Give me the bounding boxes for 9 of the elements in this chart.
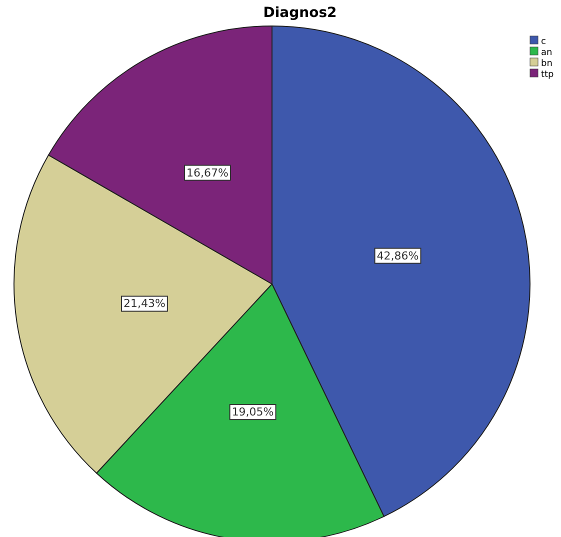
legend-label: an	[541, 48, 552, 58]
legend-label: bn	[541, 59, 552, 69]
legend-label: c	[541, 37, 546, 47]
data-label: 21,43%	[123, 297, 166, 310]
legend-label: ttp	[541, 70, 554, 80]
data-label: 42,86%	[376, 249, 419, 262]
data-label: 19,05%	[232, 406, 274, 419]
data-label: 16,67%	[186, 166, 228, 180]
chart-title: Diagnos2	[263, 5, 337, 21]
